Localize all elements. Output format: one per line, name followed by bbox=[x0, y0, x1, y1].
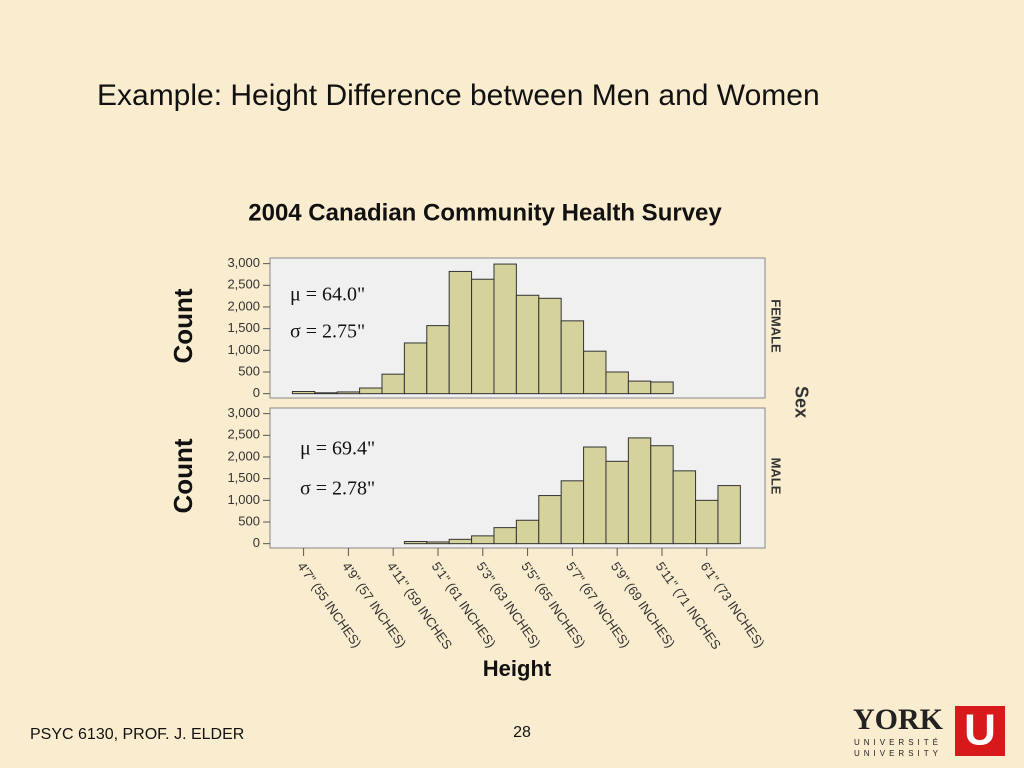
y-tick-label: 1,000 bbox=[227, 342, 260, 357]
bar bbox=[627, 380, 652, 395]
logo-line1: UNIVERSITÉ bbox=[854, 738, 942, 747]
bar bbox=[493, 263, 517, 395]
bar bbox=[381, 373, 405, 395]
y-tick-label: 1,000 bbox=[227, 492, 260, 507]
bar bbox=[672, 470, 697, 545]
panel-label: MALE bbox=[769, 458, 784, 495]
bar bbox=[403, 342, 428, 395]
bar bbox=[515, 294, 540, 395]
bar bbox=[538, 297, 562, 395]
y-tick-label: 3,000 bbox=[227, 405, 260, 420]
bar bbox=[650, 381, 674, 395]
logo-mark: U bbox=[964, 706, 996, 755]
bar bbox=[448, 538, 473, 545]
bar bbox=[538, 495, 562, 545]
footer: PSYC 6130, PROF. J. ELDER bbox=[30, 726, 244, 743]
y-tick-label: 2,000 bbox=[227, 298, 260, 313]
slide-title: Example: Height Difference between Men a… bbox=[97, 79, 820, 112]
bar bbox=[515, 519, 540, 545]
page-number: 28 bbox=[513, 724, 531, 741]
y-tick-label: 2,500 bbox=[227, 277, 260, 292]
y-tick-label: 3,000 bbox=[227, 255, 260, 270]
y-tick-label: 2,500 bbox=[227, 427, 260, 442]
bar bbox=[560, 480, 585, 545]
bar bbox=[314, 392, 338, 395]
chart-title: 2004 Canadian Community Health Survey bbox=[248, 199, 722, 226]
bar bbox=[426, 325, 450, 395]
annotation: σ = 2.75" bbox=[290, 321, 365, 343]
x-axis-label: Height bbox=[483, 656, 552, 681]
bar bbox=[605, 460, 629, 545]
y-tick-label: 1,500 bbox=[227, 470, 260, 485]
y-tick-label: 2,000 bbox=[227, 448, 260, 463]
bar bbox=[471, 278, 495, 395]
bar bbox=[605, 371, 629, 395]
bar bbox=[583, 446, 607, 545]
bar bbox=[359, 387, 383, 395]
facet-label: Sex bbox=[791, 386, 811, 418]
annotation: μ = 64.0" bbox=[290, 284, 365, 306]
bar bbox=[403, 540, 428, 545]
bar bbox=[560, 320, 585, 395]
y-tick-label: 1,500 bbox=[227, 320, 260, 335]
bar bbox=[448, 270, 473, 395]
bar bbox=[583, 350, 607, 395]
annotation: μ = 69.4" bbox=[300, 438, 375, 460]
y-tick-label: 500 bbox=[238, 363, 260, 378]
y-tick-label: 0 bbox=[253, 535, 260, 550]
bar bbox=[627, 437, 652, 545]
y-axis-label: Count bbox=[168, 438, 198, 513]
panel-label: FEMALE bbox=[769, 299, 784, 353]
logo-name: YORK bbox=[853, 703, 944, 736]
bar bbox=[291, 390, 316, 395]
y-tick-label: 0 bbox=[253, 385, 260, 400]
bar bbox=[650, 445, 674, 545]
bar bbox=[471, 535, 495, 545]
bar bbox=[336, 391, 361, 395]
logo-line2: UNIVERSITY bbox=[854, 749, 942, 758]
y-axis-label: Count bbox=[168, 288, 198, 363]
bar bbox=[426, 541, 450, 545]
bar bbox=[717, 485, 741, 545]
annotation: σ = 2.78" bbox=[300, 478, 375, 500]
y-tick-label: 500 bbox=[238, 513, 260, 528]
bar bbox=[695, 499, 719, 545]
logo-block bbox=[955, 706, 1005, 756]
bar bbox=[493, 527, 517, 545]
